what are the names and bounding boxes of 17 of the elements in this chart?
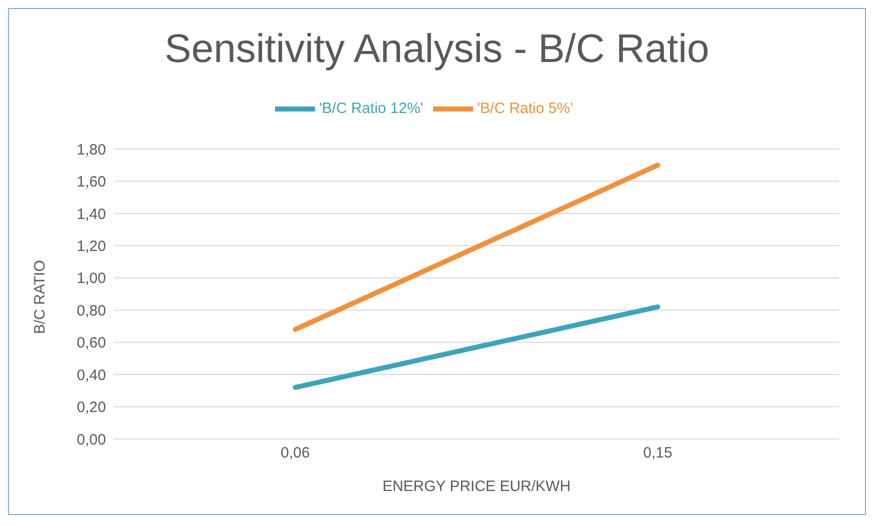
y-axis-title: B/C RATIO bbox=[31, 260, 48, 334]
y-tick-label: 1,40 bbox=[76, 206, 106, 223]
x-axis-title: ENERGY PRICE EUR/KWH bbox=[382, 478, 571, 495]
y-tick-label: 1,60 bbox=[76, 174, 106, 191]
legend-label: 'B/C Ratio 12%' bbox=[319, 100, 424, 117]
legend-label: 'B/C Ratio 5%' bbox=[477, 100, 573, 117]
y-tick-label: 0,60 bbox=[76, 334, 106, 352]
x-tick-label: 0,15 bbox=[643, 444, 672, 462]
y-tick-label: 1,80 bbox=[76, 141, 106, 158]
y-tick-label: 0,80 bbox=[76, 302, 106, 320]
y-tick-label: 1,20 bbox=[76, 238, 106, 255]
y-tick-label: 0,40 bbox=[76, 366, 106, 384]
x-tick-label: 0,06 bbox=[280, 444, 310, 462]
y-tick-label: 0,20 bbox=[76, 399, 106, 416]
y-tick-label: 0,00 bbox=[76, 431, 106, 448]
chart-title: Sensitivity Analysis - B/C Ratio bbox=[164, 27, 710, 73]
y-tick-label: 1,00 bbox=[76, 270, 106, 288]
